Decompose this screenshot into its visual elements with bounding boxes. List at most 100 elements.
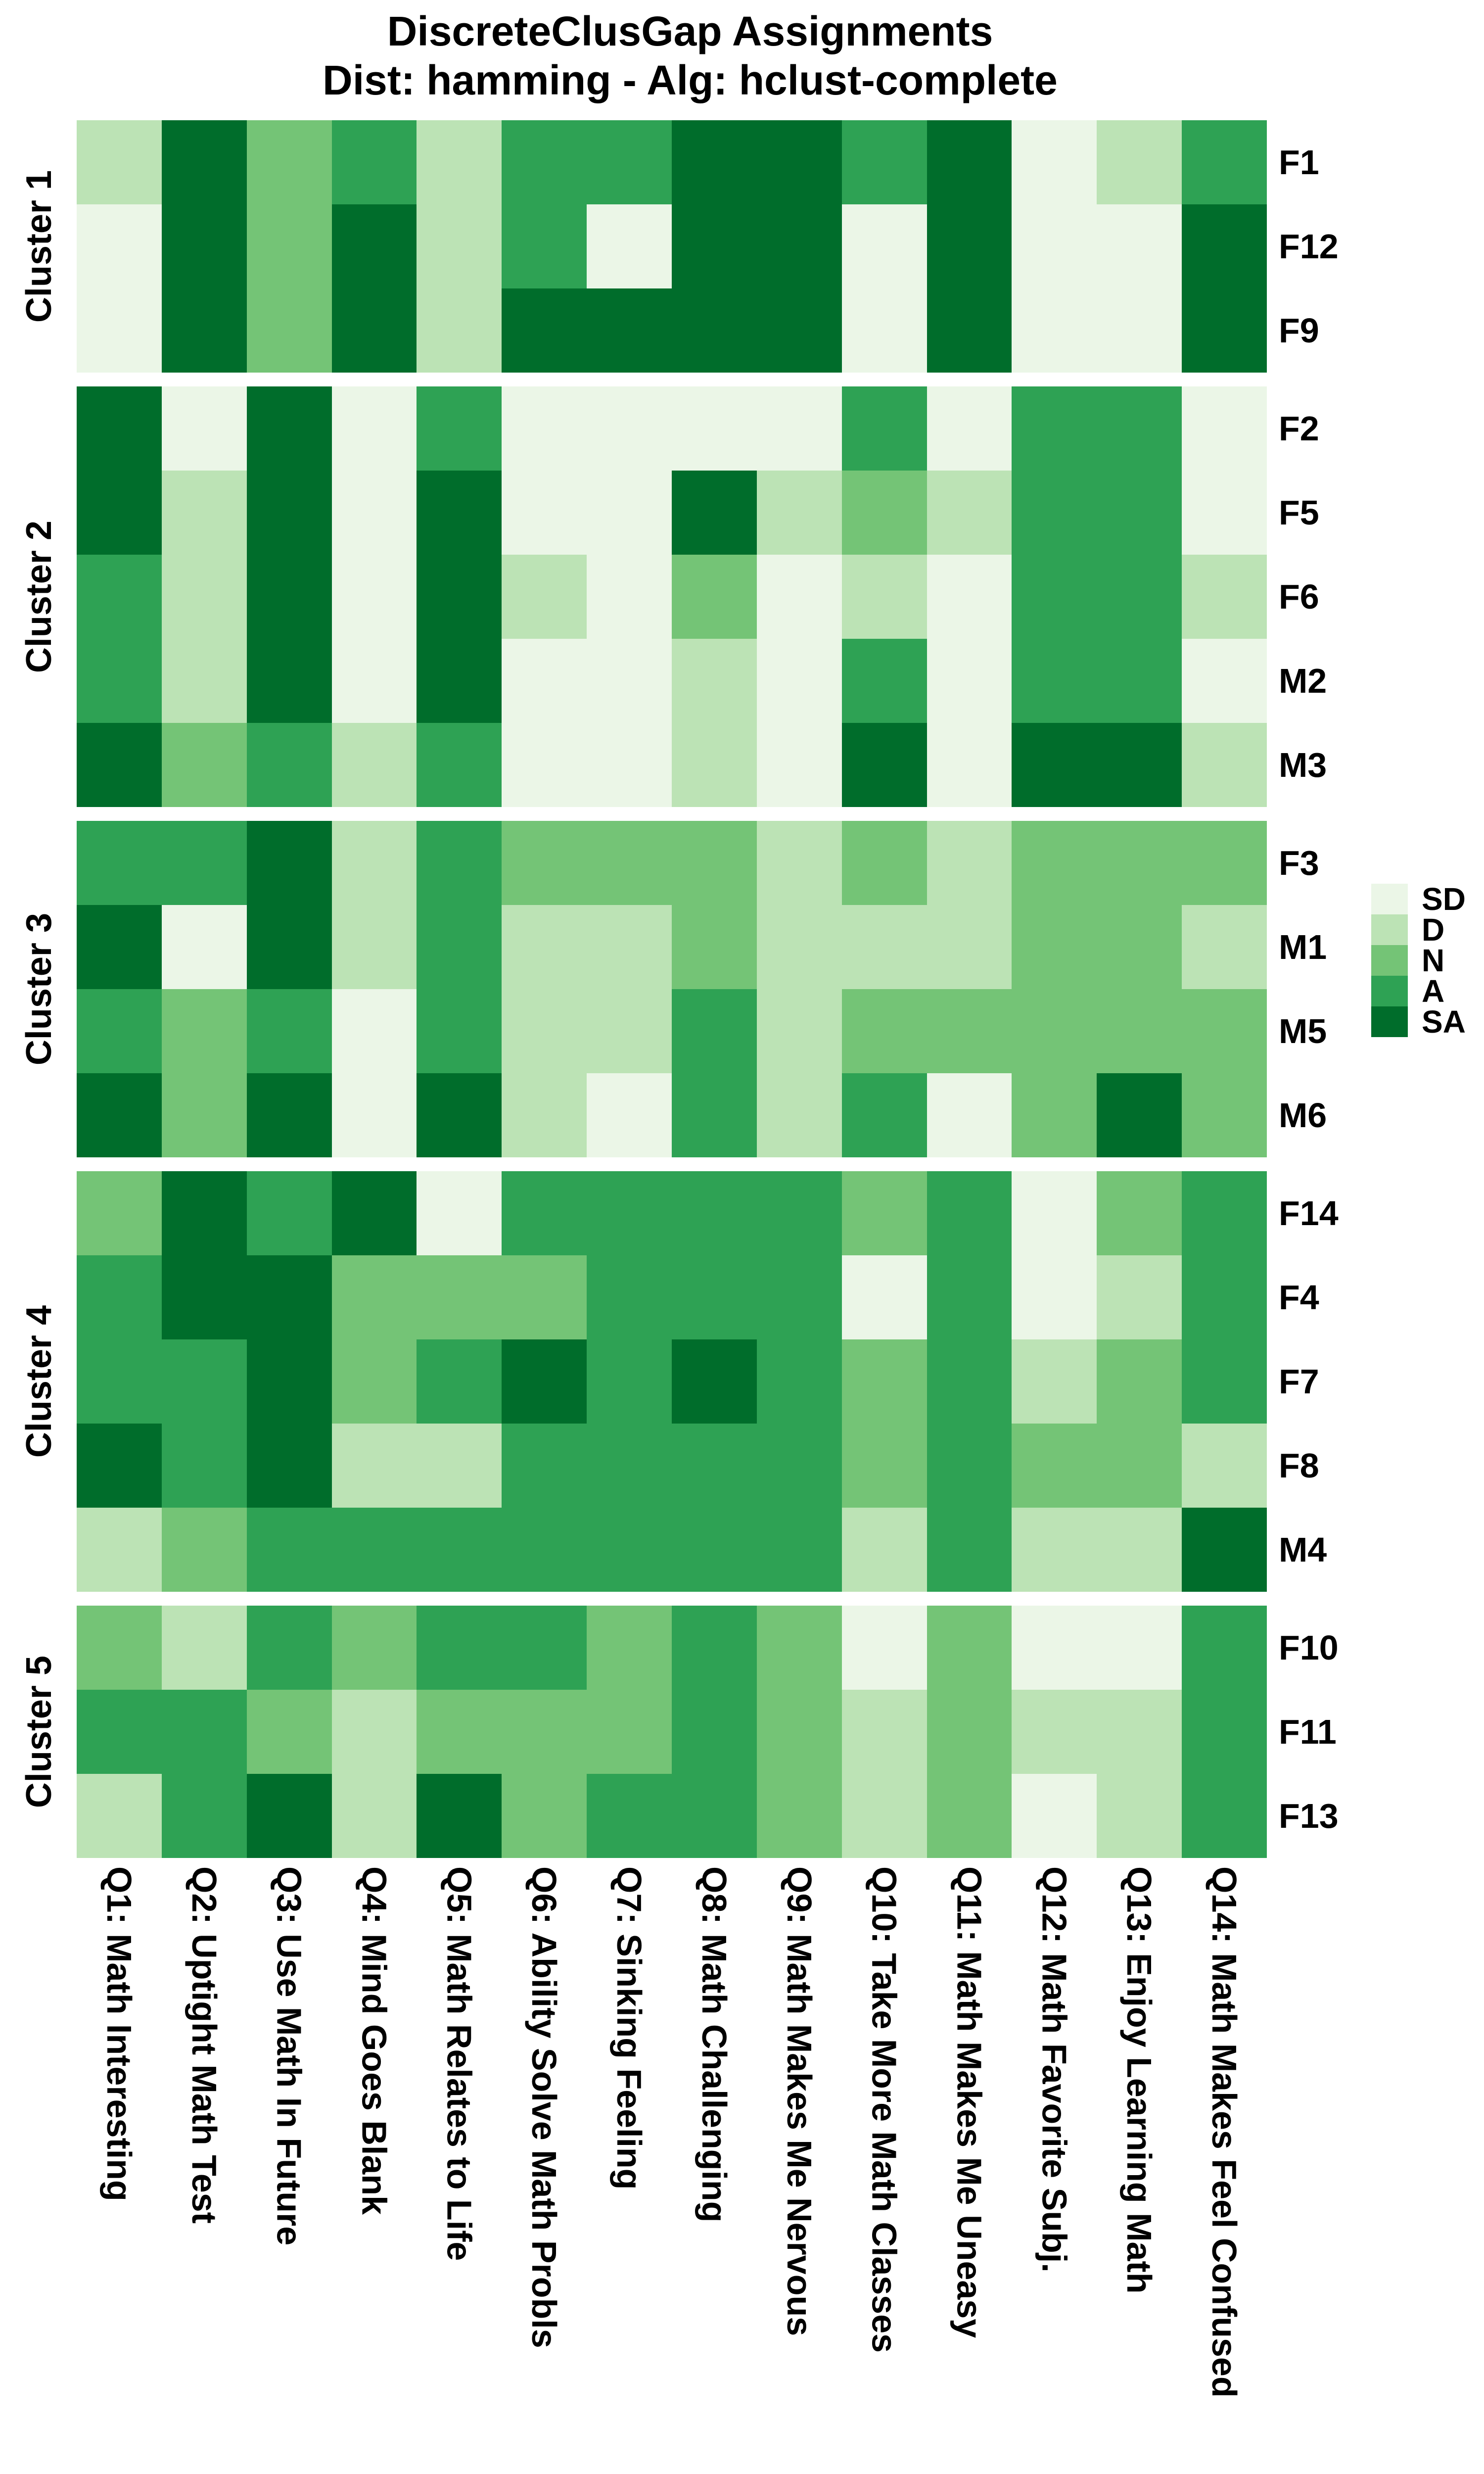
heatmap-cell-M5-q1	[77, 989, 162, 1073]
heatmap-cell-F4-q2	[161, 1255, 247, 1339]
heatmap-cell-F4-q7	[587, 1255, 672, 1339]
x-label-q8: Q8: Math Challenging	[695, 1866, 734, 2223]
heatmap-cell-F1-q11	[927, 120, 1012, 204]
heatmap-cell-F10-q12	[1012, 1606, 1097, 1690]
heatmap-cell-F1-q1	[77, 120, 162, 204]
x-label-slot-q3: Q3: Use Math In Future	[247, 1866, 332, 2465]
heatmap-cell-F12-q1	[77, 204, 162, 288]
heatmap-cell-M3-q5	[417, 723, 502, 807]
heatmap-cell-F2-q14	[1182, 386, 1267, 471]
heatmap-cell-M1-q9	[756, 905, 842, 989]
heatmap-cell-F12-q12	[1012, 204, 1097, 288]
heatmap-cell-M3-q11	[927, 723, 1012, 807]
heatmap-cell-M6-q1	[77, 1073, 162, 1157]
heatmap-cell-M3-q1	[77, 723, 162, 807]
heatmap-cell-F10-q4	[331, 1606, 417, 1690]
heatmap-cell-M1-q12	[1012, 905, 1097, 989]
heatmap-cell-F5-q10	[841, 471, 927, 555]
heatmap-cell-M2-q8	[672, 639, 757, 723]
x-label-q1: Q1: Math Interesting	[99, 1866, 139, 2201]
heatmap-cell-F12-q4	[331, 204, 417, 288]
cluster-label-4: Cluster 4	[19, 1305, 59, 1458]
heatmap-cell-M1-q11	[927, 905, 1012, 989]
heatmap-cell-F7-q7	[587, 1339, 672, 1424]
heatmap-cell-F2-q8	[672, 386, 757, 471]
heatmap-row-F13	[77, 1774, 1267, 1858]
heatmap-cell-M6-q6	[502, 1073, 587, 1157]
heatmap-cell-F5-q8	[672, 471, 757, 555]
heatmap-cell-F11-q14	[1182, 1690, 1267, 1774]
x-label-q7: Q7: Sinking Feeling	[610, 1866, 649, 2190]
heatmap-cell-F2-q11	[927, 386, 1012, 471]
heatmap-cell-F13-q3	[246, 1774, 332, 1858]
heatmap-cell-F13-q12	[1012, 1774, 1097, 1858]
heatmap-cell-M2-q1	[77, 639, 162, 723]
heatmap-cell-F13-q13	[1097, 1774, 1182, 1858]
heatmap-cell-M1-q3	[246, 905, 332, 989]
heatmap-cell-F2-q7	[587, 386, 672, 471]
heatmap-cell-F2-q5	[417, 386, 502, 471]
heatmap-row-F1	[77, 120, 1267, 204]
heatmap-row-M1	[77, 905, 1267, 989]
legend-swatch-d	[1371, 914, 1408, 945]
heatmap-cell-F14-q6	[502, 1171, 587, 1255]
heatmap-cell-M4-q1	[77, 1508, 162, 1592]
x-label-q3: Q3: Use Math In Future	[270, 1866, 309, 2246]
row-label-M5: M5	[1279, 1012, 1327, 1050]
heatmap-cell-F4-q8	[672, 1255, 757, 1339]
heatmap-cell-M4-q10	[841, 1508, 927, 1592]
heatmap-cell-M2-q11	[927, 639, 1012, 723]
heatmap-cell-F10-q7	[587, 1606, 672, 1690]
cluster-block-2	[77, 386, 1267, 807]
heatmap-cell-F5-q2	[161, 471, 247, 555]
heatmap-cell-M2-q13	[1097, 639, 1182, 723]
heatmap-cell-F1-q10	[841, 120, 927, 204]
heatmap-cell-M5-q9	[756, 989, 842, 1073]
heatmap-cell-M1-q4	[331, 905, 417, 989]
heatmap-cell-M3-q13	[1097, 723, 1182, 807]
heatmap-cell-M3-q4	[331, 723, 417, 807]
heatmap-cell-F14-q1	[77, 1171, 162, 1255]
heatmap-cell-F7-q6	[502, 1339, 587, 1424]
row-label-F8: F8	[1279, 1446, 1319, 1485]
legend: SD D N A SA	[1371, 881, 1466, 1040]
heatmap-cell-F14-q13	[1097, 1171, 1182, 1255]
heatmap-cell-M2-q7	[587, 639, 672, 723]
heatmap-cell-F10-q10	[841, 1606, 927, 1690]
heatmap-cell-F11-q4	[331, 1690, 417, 1774]
x-label-q6: Q6: Ability Solve Math Probls	[525, 1866, 564, 2348]
row-label-F1: F1	[1279, 143, 1319, 182]
heatmap-cell-M1-q13	[1097, 905, 1182, 989]
cluster-label-5: Cluster 5	[19, 1655, 59, 1808]
heatmap-cell-M5-q7	[587, 989, 672, 1073]
heatmap-cell-F13-q4	[331, 1774, 417, 1858]
heatmap-cell-F2-q13	[1097, 386, 1182, 471]
heatmap-cell-M6-q14	[1182, 1073, 1267, 1157]
heatmap-cell-F10-q8	[672, 1606, 757, 1690]
heatmap-cell-F12-q6	[502, 204, 587, 288]
heatmap-cell-F13-q11	[927, 1774, 1012, 1858]
heatmap-cell-F13-q5	[417, 1774, 502, 1858]
heatmap-cell-M1-q14	[1182, 905, 1267, 989]
heatmap-cell-M2-q2	[161, 639, 247, 723]
row-label-F12: F12	[1279, 227, 1339, 266]
heatmap-cell-F5-q12	[1012, 471, 1097, 555]
heatmap-cell-M3-q12	[1012, 723, 1097, 807]
heatmap-cell-F10-q5	[417, 1606, 502, 1690]
heatmap-cell-F11-q2	[161, 1690, 247, 1774]
heatmap-row-F11	[77, 1690, 1267, 1774]
legend-swatch-a	[1371, 976, 1408, 1006]
heatmap-cell-F7-q5	[417, 1339, 502, 1424]
heatmap-cell-F7-q12	[1012, 1339, 1097, 1424]
heatmap-cell-M2-q12	[1012, 639, 1097, 723]
heatmap-cell-M5-q4	[331, 989, 417, 1073]
heatmap-cell-F1-q14	[1182, 120, 1267, 204]
heatmap-cell-M2-q14	[1182, 639, 1267, 723]
chart-title: DiscreteClusGap Assignments	[387, 8, 993, 54]
heatmap-cell-F5-q13	[1097, 471, 1182, 555]
heatmap-cell-F1-q9	[756, 120, 842, 204]
x-label-q14: Q14: Math Makes Feel Confused	[1205, 1866, 1244, 2398]
heatmap-cell-F7-q3	[246, 1339, 332, 1424]
heatmap-cell-F9-q1	[77, 288, 162, 373]
heatmap-cell-F6-q5	[417, 555, 502, 639]
